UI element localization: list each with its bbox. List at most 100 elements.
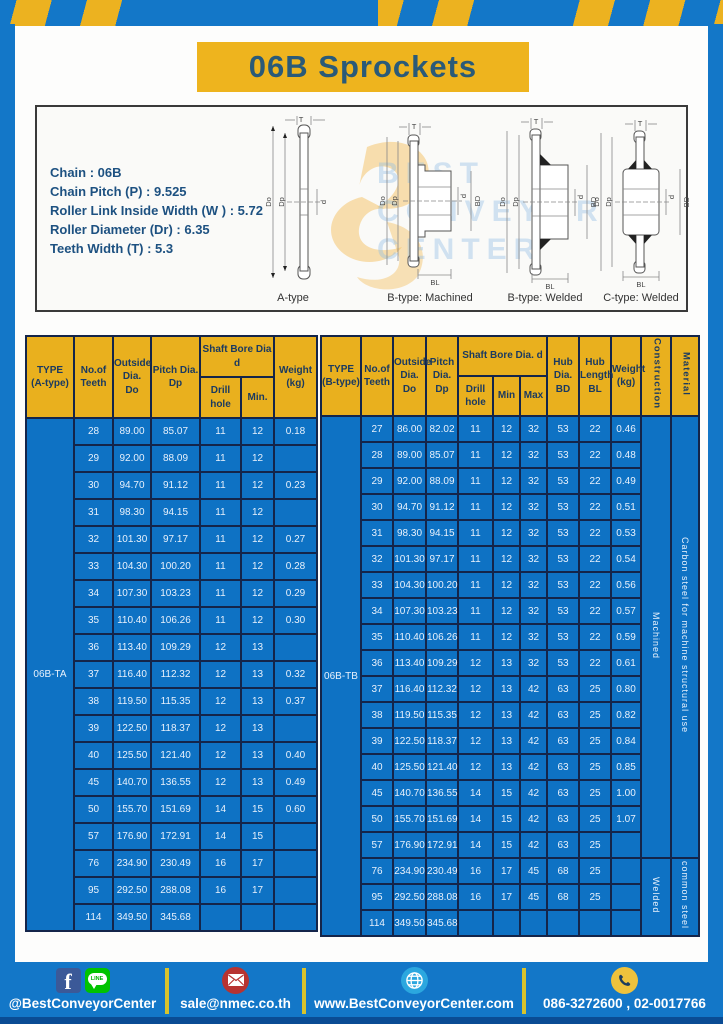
drawing-a-type: T Do Dp d [237,113,352,291]
table-cell: 12 [492,467,521,495]
table-row: 57 176.90 172.91 14 15 42 63 25 [321,831,699,859]
table-cell: 29 [360,467,394,495]
table-row: 95 292.50 288.08 16 17 45 68 25 [321,883,699,911]
table-cell [610,883,643,911]
email-address[interactable]: sale@nmec.co.th [180,996,291,1011]
table-row: 57 176.90 172.91 14 15 [26,822,319,851]
table-cell: 12 [199,768,242,797]
table-cell: 107.30 [112,579,152,608]
table-cell: 13 [492,753,521,781]
table-cell: 25 [578,883,613,911]
table-cell: 151.69 [425,805,459,833]
construction-cell: Welded [640,857,673,937]
table-cell: 0.53 [610,519,643,547]
table-row: 06B-TA 28 89.00 85.07 11 12 0.18 [25,417,319,932]
social-handle[interactable]: @BestConveyorCenter [8,996,157,1011]
table-cell: 122.50 [112,714,152,743]
dim-dp: Dp [390,196,399,206]
table-cell: 0.82 [610,701,643,729]
table-cell: 32 [518,545,549,573]
table-cell: 16 [199,849,242,878]
globe-icon[interactable] [400,966,428,994]
table-cell: 89.00 [392,441,427,469]
spec-teeth-width: Teeth Width (T) : 5.3 [50,241,174,256]
table-cell: 53 [546,519,581,547]
footer-email[interactable]: sale@nmec.co.th [169,962,302,1024]
table-cell: 53 [546,441,581,469]
construction-cell: Machined [640,415,673,859]
table-cell: 11 [457,493,494,521]
table-cell: 11 [457,571,494,599]
table-cell: 25 [578,675,613,703]
table-cell: 115.35 [150,687,201,716]
footer-phone[interactable]: 086-3272600 , 02-0017766 [526,962,723,1024]
table-cell: 85.07 [425,441,459,469]
table-cell: 106.26 [425,623,459,651]
table-cell: 42 [518,779,549,807]
col-header-max: Max [518,375,549,417]
table-cell: 32 [518,649,549,677]
table-cell: 14 [457,831,494,859]
material-cell: common steel [670,857,701,937]
dim-bd: BD [589,196,598,207]
dim-d: d [576,195,585,199]
table-cell: 113.40 [392,649,427,677]
table-row: 38 119.50 115.35 12 13 0.37 [26,687,319,716]
line-icon[interactable]: LINE [84,967,110,993]
table-cell: 0.49 [610,467,643,495]
table-cell: 32 [360,545,394,573]
dim-t: T [534,117,539,126]
footer-social[interactable]: f LINE @BestConveyorCenter [0,962,165,1024]
table-cell: 118.37 [150,714,201,743]
table-cell: 349.50 [112,903,152,932]
table-cell: 25 [578,701,613,729]
table-cell: 101.30 [112,525,152,554]
table-cell: 88.09 [150,444,201,473]
drawing-c-type-welded: T Do Dp d BD BL [585,113,697,291]
mail-icon[interactable] [222,966,249,994]
footer-website[interactable]: www.BestConveyorCenter.com [306,962,522,1024]
left-frame-border [0,24,15,962]
drawing-b-type-welded: T Do Dp d BD BL [485,113,603,291]
table-cell: 0.80 [610,675,643,703]
table-cell: 37 [360,675,394,703]
col-header-drill-hole: Drill hole [457,375,494,417]
table-cell [518,909,549,937]
table-row: 32 101.30 97.17 11 12 0.27 [26,525,319,554]
spec-roller-dia: Roller Diameter (Dr) : 6.35 [50,222,210,237]
table-cell: 112.32 [150,660,201,689]
table-cell: 125.50 [392,753,427,781]
col-header-hub-dia: Hub Dia. BD [546,335,581,417]
table-cell: 17 [492,883,521,911]
table-cell: 42 [518,753,549,781]
phone-numbers[interactable]: 086-3272600 , 02-0017766 [543,996,706,1011]
table-cell: 11 [457,519,494,547]
table-cell: 91.12 [150,471,201,500]
table-cell: 42 [518,675,549,703]
footer-separator [165,968,169,1014]
table-cell: 176.90 [112,822,152,851]
table-cell: 176.90 [392,831,427,859]
table-cell: 288.08 [425,883,459,911]
table-cell: 35 [73,606,114,635]
dim-bl: BL [636,280,645,289]
table-cell: 14 [199,795,242,824]
table-cell: 45 [73,768,114,797]
website-url[interactable]: www.BestConveyorCenter.com [314,996,514,1011]
col-header-outside-dia: Outside Dia. Do [392,335,431,417]
facebook-icon[interactable]: f [55,967,81,993]
table-row: 50 155.70 151.69 14 15 0.60 [26,795,319,824]
dim-do: Do [592,197,601,207]
col-header-shaft-bore: Shaft Bore Dia d [198,335,276,378]
table-cell: 39 [73,714,114,743]
hazard-gap [128,0,378,26]
phone-icon[interactable] [611,966,638,994]
table-cell: 95 [73,876,114,905]
table-cell: 12 [239,471,276,500]
table-cell: 68 [546,857,581,885]
title-banner: 06B Sprockets [197,42,529,92]
material-header-label: Material [680,351,692,396]
table-cell: 11 [457,415,494,443]
table-cell: 0.61 [610,649,643,677]
right-frame-border [708,24,723,962]
